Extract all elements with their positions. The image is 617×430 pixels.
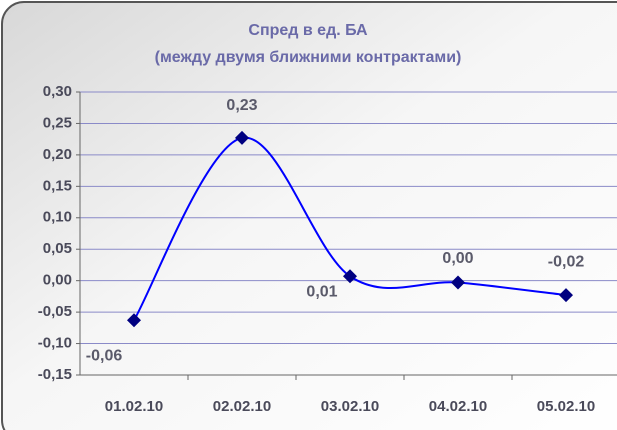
series-line xyxy=(133,136,567,321)
y-tick-label: 0,25 xyxy=(43,114,72,131)
marker xyxy=(343,269,357,284)
chart-title: Спред в ед. БА xyxy=(248,22,368,39)
y-tick-label: 0,05 xyxy=(43,240,72,257)
y-tick-label: 0,00 xyxy=(43,272,72,289)
data-label: 0,00 xyxy=(442,250,473,267)
y-tick-label: -0,10 xyxy=(38,335,72,352)
y-tick-label: -0,05 xyxy=(38,303,72,320)
y-tick-label: 0,10 xyxy=(43,209,72,226)
y-tick-label: -0,15 xyxy=(38,366,72,383)
x-tick-label: 03.02.10 xyxy=(321,398,379,415)
chart-subtitle: (между двумя ближними контрактами) xyxy=(155,49,462,66)
marker xyxy=(127,313,141,328)
marker xyxy=(235,130,249,145)
data-label: -0,02 xyxy=(548,253,585,270)
data-label: -0,06 xyxy=(86,348,123,365)
y-tick-label: 0,20 xyxy=(43,146,72,163)
x-tick-label: 02.02.10 xyxy=(213,398,271,415)
marker xyxy=(559,288,573,303)
x-tick-label: 05.02.10 xyxy=(537,398,595,415)
y-tick-label: 0,30 xyxy=(43,83,72,100)
y-tick-label: 0,15 xyxy=(43,177,72,194)
data-label: 0,23 xyxy=(226,97,257,114)
marker xyxy=(451,275,465,290)
data-label: 0,01 xyxy=(306,283,337,300)
x-tick-label: 04.02.10 xyxy=(429,398,487,415)
x-tick-label: 01.02.10 xyxy=(105,398,163,415)
